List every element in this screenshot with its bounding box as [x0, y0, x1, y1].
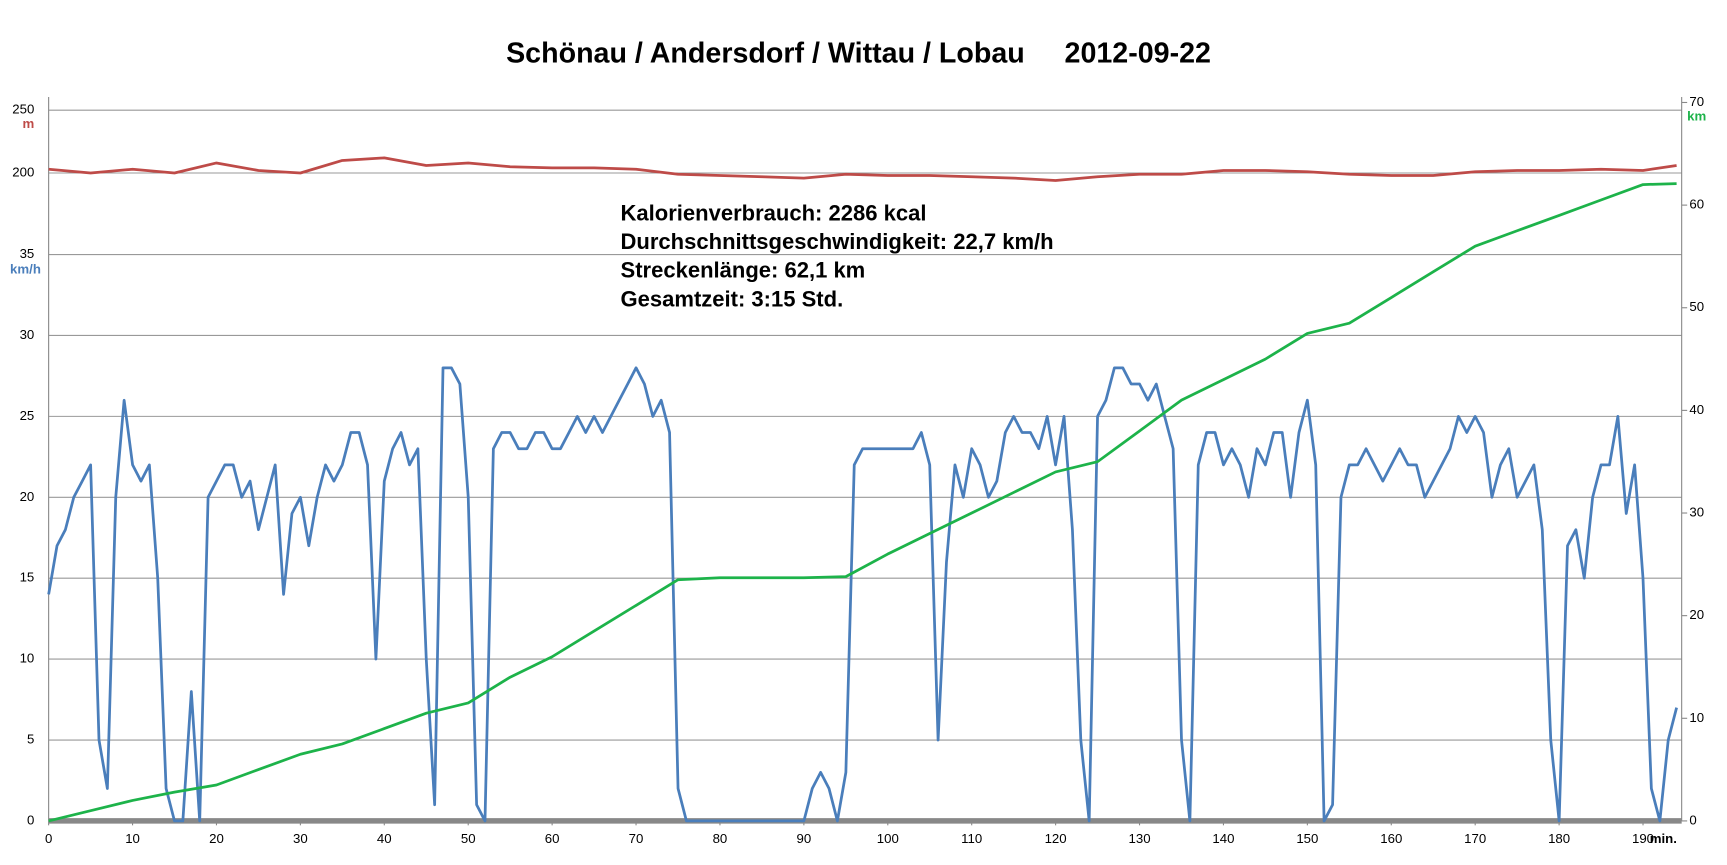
x-tick-label: 10 — [125, 831, 140, 846]
x-tick-label: 100 — [877, 831, 899, 846]
y-tick-label: 25 — [20, 408, 35, 423]
x-tick-label: 130 — [1128, 831, 1150, 846]
x-tick-label: 190 — [1632, 831, 1654, 846]
x-tick-label: 90 — [797, 831, 812, 846]
chart-title: Schönau / Andersdorf / Wittau / Lobau 20… — [506, 38, 1211, 70]
y2-axis-label: km — [1687, 108, 1706, 123]
y-tick-label: 0 — [27, 812, 34, 827]
x-tick-label: 80 — [713, 831, 728, 846]
y2-tick-label: 10 — [1689, 710, 1704, 725]
x-tick-label: 110 — [961, 831, 982, 846]
y2-tick-label: 0 — [1689, 812, 1696, 827]
y2-tick-label: 50 — [1689, 299, 1704, 314]
y-tick-label: 35 — [20, 246, 35, 261]
y-axis-label: km/h — [10, 261, 41, 276]
x-axis-label: min. — [1650, 831, 1677, 846]
x-tick-label: 120 — [1045, 831, 1067, 846]
y-tick-label: 15 — [20, 570, 35, 585]
y-tick-label: 30 — [20, 327, 35, 342]
y2-tick-label: 30 — [1689, 505, 1704, 520]
y3-tick-label: 200 — [12, 165, 34, 180]
annotation: Kalorienverbrauch: 2286 kcal — [621, 200, 927, 225]
x-tick-label: 0 — [45, 831, 52, 846]
y3-axis-label: m — [23, 116, 35, 131]
annotation: Streckenlänge: 62,1 km — [621, 258, 866, 283]
y2-tick-label: 20 — [1689, 607, 1704, 622]
x-tick-label: 20 — [209, 831, 224, 846]
x-tick-label: 50 — [461, 831, 476, 846]
y3-tick-label: 250 — [12, 102, 34, 117]
series-line — [47, 366, 1678, 823]
x-tick-label: 160 — [1380, 831, 1402, 846]
y-tick-label: 10 — [20, 651, 35, 666]
x-tick-label: 40 — [377, 831, 392, 846]
y2-tick-label: 60 — [1689, 197, 1704, 212]
series-line — [48, 182, 1677, 823]
annotation: Durchschnittsgeschwindigkeit: 22,7 km/h — [621, 229, 1054, 254]
y-tick-label: 20 — [20, 489, 35, 504]
x-tick-label: 150 — [1296, 831, 1318, 846]
annotation: Gesamtzeit: 3:15 Std. — [621, 286, 844, 311]
series-line — [48, 156, 1677, 182]
y2-tick-label: 40 — [1689, 402, 1704, 417]
x-tick-label: 140 — [1212, 831, 1234, 846]
x-tick-label: 170 — [1464, 831, 1486, 846]
x-tick-label: 30 — [293, 831, 308, 846]
x-tick-label: 60 — [545, 831, 560, 846]
x-tick-label: 70 — [629, 831, 644, 846]
y-tick-label: 5 — [27, 732, 34, 747]
x-tick-label: 180 — [1548, 831, 1570, 846]
y2-tick-label: 70 — [1689, 94, 1704, 109]
